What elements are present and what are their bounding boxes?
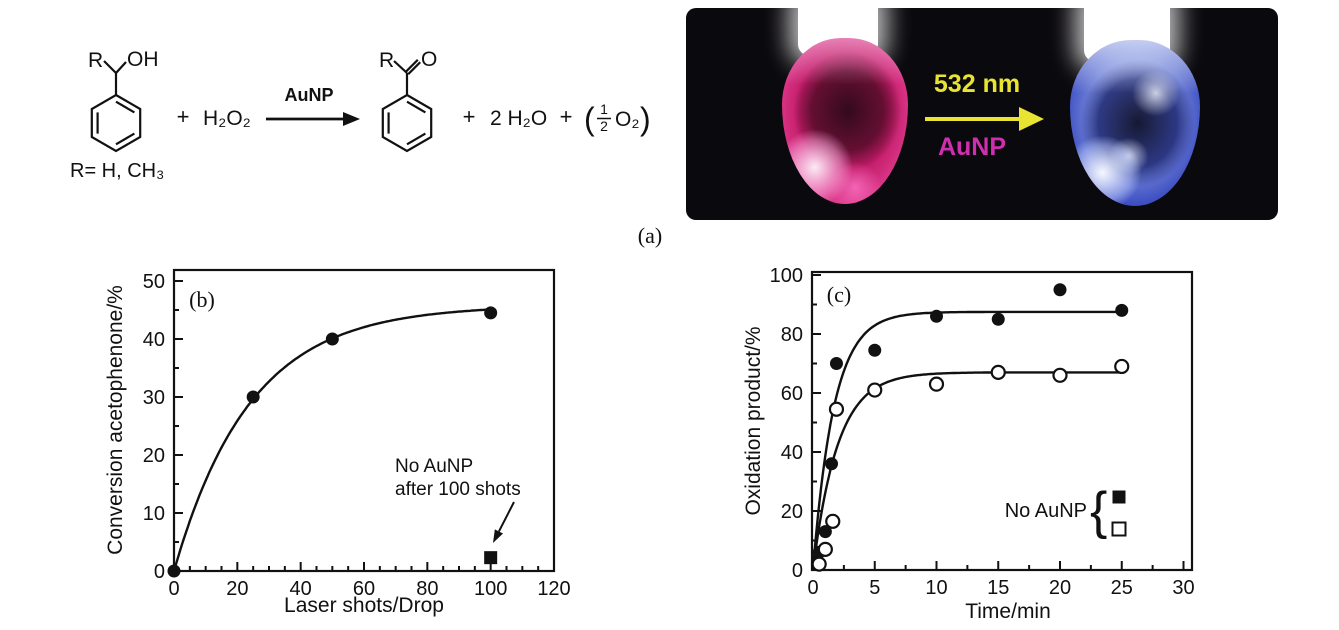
svg-text:0: 0 [154, 561, 165, 583]
laser-arrow-shaft [925, 117, 1021, 121]
r-definition: R= H, CH₃ [70, 160, 164, 182]
product-r-label: R [379, 49, 394, 72]
svg-text:after 100 shots: after 100 shots [395, 479, 521, 500]
svg-text:0: 0 [807, 577, 818, 599]
svg-text:80: 80 [781, 324, 803, 346]
reactant-structure [90, 60, 142, 153]
svg-text:30: 30 [143, 387, 165, 409]
oxygen-open-paren: ( [584, 101, 595, 137]
reactant-oh-label: OH [127, 48, 159, 71]
svg-text:30: 30 [1172, 577, 1194, 599]
photo-panel: 532 nm AuNP [686, 8, 1278, 220]
product-structure [381, 59, 433, 153]
reactant-r-label: R [88, 49, 103, 72]
svg-text:20: 20 [226, 578, 248, 600]
droplet-after-blue [1070, 40, 1200, 206]
droplet-before-pink [782, 38, 908, 204]
tick-labels: 0 20 40 60 80 100 120 0 10 20 30 40 50 [143, 271, 571, 600]
panel-label: (b) [189, 287, 215, 312]
svg-text:20: 20 [781, 501, 803, 523]
svg-text:10: 10 [143, 503, 165, 525]
series-0-points [167, 306, 498, 578]
series-0-points [812, 283, 1129, 559]
axis-ticks [173, 280, 556, 572]
x-axis-label: Time/min [965, 600, 1051, 623]
svg-text:40: 40 [781, 442, 803, 464]
plus-sign-3: + [560, 104, 573, 129]
oxygen-close-paren: ) [640, 101, 651, 137]
fraction-denominator: 2 [600, 118, 608, 134]
water-formula: 2 H₂O [490, 107, 547, 130]
svg-text:40: 40 [143, 329, 165, 351]
oxygen-formula: O₂ [615, 108, 640, 131]
svg-text:50: 50 [143, 271, 165, 293]
fraction-numerator: 1 [600, 101, 608, 117]
wavelength-label: 532 nm [933, 70, 1021, 98]
no-aunp-legend: No AuNP{ [1005, 482, 1127, 540]
panel-a-label: (a) [637, 223, 663, 248]
oxidant-formula: H₂O₂ [203, 107, 251, 130]
plot-frame [172, 268, 556, 573]
svg-text:25: 25 [1111, 577, 1133, 599]
laser-arrow-head [1019, 107, 1044, 131]
svg-text:No AuNP: No AuNP [395, 456, 473, 477]
plot-frame [810, 270, 1194, 572]
legend-brace: { [1090, 482, 1107, 540]
product-o-label: O [421, 48, 437, 71]
svg-text:60: 60 [781, 383, 803, 405]
svg-text:0: 0 [168, 578, 179, 600]
chart-c: 0 5 10 15 20 25 30 0 20 40 60 80 100 Time/min Oxidatio… [742, 265, 1195, 623]
svg-text:20: 20 [143, 445, 165, 467]
reaction-scheme: R OH R= H, CH₃ + H₂O₂ AuNP R O + 2 H₂O +… [70, 48, 651, 182]
y-axis-label: Oxidation product/% [742, 326, 765, 515]
fit-curve-series-0 [172, 308, 491, 572]
series-1-points [484, 551, 498, 565]
tick-labels: 0 5 10 15 20 25 30 0 20 40 60 80 100 [770, 265, 1195, 599]
panel-label: (c) [827, 282, 851, 307]
plus-sign-1: + [177, 104, 190, 129]
svg-text:20: 20 [1049, 577, 1071, 599]
fit-curve-series-1 [811, 371, 1125, 571]
reaction-arrow [266, 112, 360, 126]
svg-text:100: 100 [474, 578, 507, 600]
svg-text:120: 120 [537, 578, 570, 600]
series-1-points [811, 358, 1130, 572]
chart-b: 0 20 40 60 80 100 120 0 10 20 30 40 50 Laser shots/Dr… [104, 268, 571, 617]
svg-text:15: 15 [987, 577, 1009, 599]
photo-catalyst-label: AuNP [937, 133, 1007, 161]
y-axis-label: Conversion acetophenone/% [104, 285, 127, 555]
svg-text:10: 10 [925, 577, 947, 599]
svg-text:0: 0 [792, 560, 803, 582]
svg-text:40: 40 [290, 578, 312, 600]
x-axis-label: Laser shots/Drop [284, 594, 444, 617]
svg-text:60: 60 [353, 578, 375, 600]
half-oxygen-term: ( 1 2 O₂ ) [584, 101, 651, 137]
fit-curve-series-0 [811, 310, 1125, 571]
plus-sign-2: + [463, 104, 476, 129]
svg-text:80: 80 [416, 578, 438, 600]
svg-text:100: 100 [770, 265, 803, 287]
catalyst-label: AuNP [285, 85, 334, 105]
legend-label: No AuNP [1005, 500, 1087, 522]
svg-text:5: 5 [869, 577, 880, 599]
